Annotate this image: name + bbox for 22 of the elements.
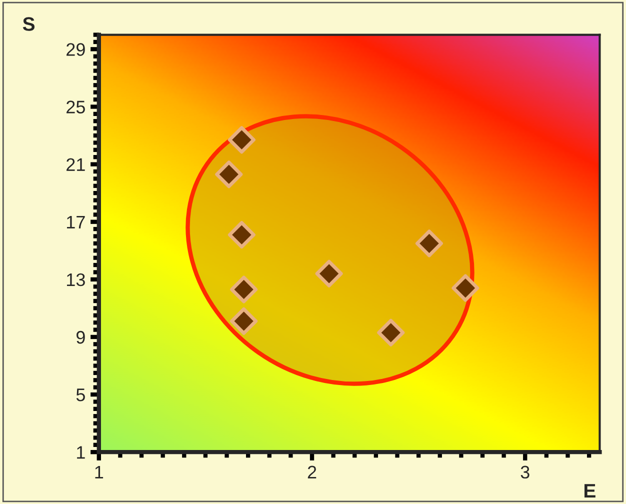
point [228, 126, 256, 154]
x-tick-label: 1 [95, 466, 104, 478]
point [415, 230, 443, 258]
x-tick-label: 2 [308, 466, 316, 478]
y-tick-label: 25 [66, 100, 85, 114]
point [377, 318, 405, 346]
y-tick-label: 29 [66, 43, 85, 56]
point [230, 276, 258, 304]
y-tick-label: 5 [76, 388, 85, 402]
x-axis-title: E [584, 484, 596, 498]
y-tick-label: 17 [67, 216, 85, 228]
point [452, 274, 480, 302]
y-axis-title: S [22, 17, 35, 31]
y-tick-label: 9 [76, 330, 85, 344]
y-tick-label: 13 [67, 273, 85, 286]
point [228, 221, 256, 249]
point [230, 307, 258, 335]
point [215, 160, 243, 188]
y-tick-label: 1 [77, 446, 85, 459]
y-tick-label: 21 [66, 158, 85, 171]
point [315, 260, 343, 288]
x-tick-label: 3 [520, 466, 530, 479]
